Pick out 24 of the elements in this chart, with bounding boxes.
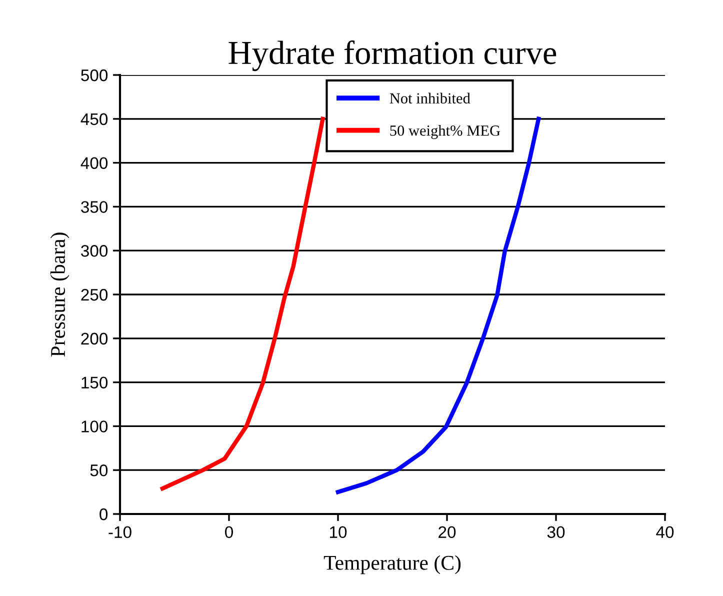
chart-title: Hydrate formation curve — [228, 40, 556, 72]
y-tick-label: 200 — [81, 332, 108, 345]
x-tick-label: 30 — [547, 526, 565, 538]
x-axis-title: Temperature (C) — [324, 555, 461, 574]
y-tick-label: 400 — [80, 157, 108, 170]
x-tick-label: -10 — [108, 526, 132, 538]
y-axis-title: Pressure (bara) — [50, 232, 70, 357]
y-tick-label: 350 — [81, 201, 108, 213]
line-series — [336, 116, 541, 494]
y-tick-label: 150 — [82, 376, 108, 389]
y-tick-label: 500 — [81, 69, 108, 82]
y-tick-label: 100 — [82, 420, 108, 432]
x-tick-label: 40 — [656, 526, 674, 538]
y-tick-label: 300 — [81, 245, 108, 257]
line-series — [160, 116, 325, 491]
x-tick-label: 20 — [438, 526, 456, 538]
legend-label: 50 weight% MEG — [390, 125, 500, 139]
x-tick-label: 0 — [225, 526, 233, 538]
legend-label: Not inhibited — [390, 92, 470, 104]
y-tick-label: 250 — [81, 288, 108, 301]
x-tick-label: 10 — [330, 526, 347, 538]
y-tick-label: 50 — [90, 464, 108, 476]
y-tick-label: 0 — [100, 508, 108, 520]
y-tick-label: 450 — [80, 113, 108, 126]
